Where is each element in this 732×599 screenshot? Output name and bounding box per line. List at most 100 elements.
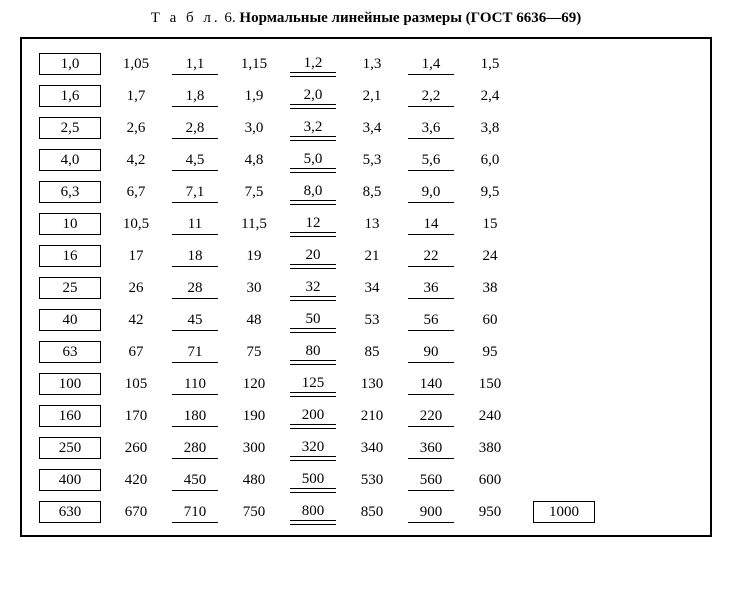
table-cell: 6,7 [108,184,164,201]
value: 850 [361,504,384,520]
table-cell: 24 [462,248,518,265]
table-cell: 42 [108,312,164,329]
value: 8,0 [290,181,336,203]
table-cell: 3,0 [226,120,282,137]
value: 210 [361,408,384,424]
value: 67 [129,344,144,360]
table-cell: 1,15 [226,56,282,73]
value: 420 [125,472,148,488]
table-cell: 105 [108,376,164,393]
table-row: 250260280300320340360380 [32,437,700,459]
value: 1,15 [241,56,267,72]
value: 2,4 [481,88,500,104]
table-cell: 950 [462,504,518,521]
table-row: 160170180190200210220240 [32,405,700,427]
table-cell: 1,05 [108,56,164,73]
value: 30 [247,280,262,296]
value: 26 [129,280,144,296]
value: 400 [39,469,101,491]
value: 34 [365,280,380,296]
value: 6,3 [39,181,101,203]
value: 360 [408,438,454,459]
table-cell: 600 [462,472,518,489]
value: 240 [479,408,502,424]
value: 900 [408,502,454,523]
value: 2,1 [363,88,382,104]
table-cell: 5,0 [282,149,344,171]
table-cell: 400 [32,469,108,491]
table-cell: 2,6 [108,120,164,137]
table-cell: 9,0 [400,182,462,203]
table-cell: 71 [164,342,226,363]
table-cell: 1,0 [32,53,108,75]
table-cell: 180 [164,406,226,427]
table-cell: 1,6 [32,85,108,107]
table-cell: 120 [226,376,282,393]
value: 950 [479,504,502,520]
table-frame: 1,01,051,11,151,21,31,41,51,61,71,81,92,… [20,37,712,537]
table-cell: 630 [32,501,108,523]
table-cell: 480 [226,472,282,489]
table-cell: 1,7 [108,88,164,105]
value: 28 [172,278,218,299]
table-cell: 7,5 [226,184,282,201]
value: 4,2 [127,152,146,168]
value: 3,6 [408,118,454,139]
table-cell: 45 [164,310,226,331]
value: 220 [408,406,454,427]
value: 2,8 [172,118,218,139]
value: 250 [39,437,101,459]
value: 1,5 [481,56,500,72]
value: 125 [290,373,336,395]
value: 600 [479,472,502,488]
table-cell: 18 [164,246,226,267]
value: 4,8 [245,152,264,168]
value: 1,05 [123,56,149,72]
table-row: 2,52,62,83,03,23,43,63,8 [32,117,700,139]
table-cell: 10 [32,213,108,235]
table-cell: 2,1 [344,88,400,105]
value: 380 [479,440,502,456]
table-cell: 56 [400,310,462,331]
table-cell: 16 [32,245,108,267]
value: 3,2 [290,117,336,139]
value: 12 [290,213,336,235]
table-cell: 21 [344,248,400,265]
value: 480 [243,472,266,488]
value: 3,4 [363,120,382,136]
table-cell: 130 [344,376,400,393]
table-cell: 3,6 [400,118,462,139]
table-row: 1,61,71,81,92,02,12,22,4 [32,85,700,107]
table-cell: 800 [282,501,344,523]
table-cell: 19 [226,248,282,265]
value: 260 [125,440,148,456]
table-row: 6306707107508008509009501000 [32,501,700,523]
table-cell: 3,8 [462,120,518,137]
value: 80 [290,341,336,363]
table-cell: 14 [400,214,462,235]
value: 13 [365,216,380,232]
value: 36 [408,278,454,299]
value: 4,0 [39,149,101,171]
value: 10,5 [123,216,149,232]
value: 75 [247,344,262,360]
value: 160 [39,405,101,427]
value: 20 [290,245,336,267]
table-cell: 28 [164,278,226,299]
table-cell: 210 [344,408,400,425]
value: 1,3 [363,56,382,72]
caption-text: Нормальные линейные размеры (ГОСТ 6636—6… [239,10,581,26]
value: 170 [125,408,148,424]
table-cell: 750 [226,504,282,521]
table-cell: 2,0 [282,85,344,107]
value: 1,9 [245,88,264,104]
table-cell: 5,3 [344,152,400,169]
value: 3,8 [481,120,500,136]
value: 500 [290,469,336,491]
table-cell: 900 [400,502,462,523]
table-cell: 200 [282,405,344,427]
table-cell: 4,5 [164,150,226,171]
value: 17 [129,248,144,264]
value: 340 [361,440,384,456]
table-cell: 4,8 [226,152,282,169]
